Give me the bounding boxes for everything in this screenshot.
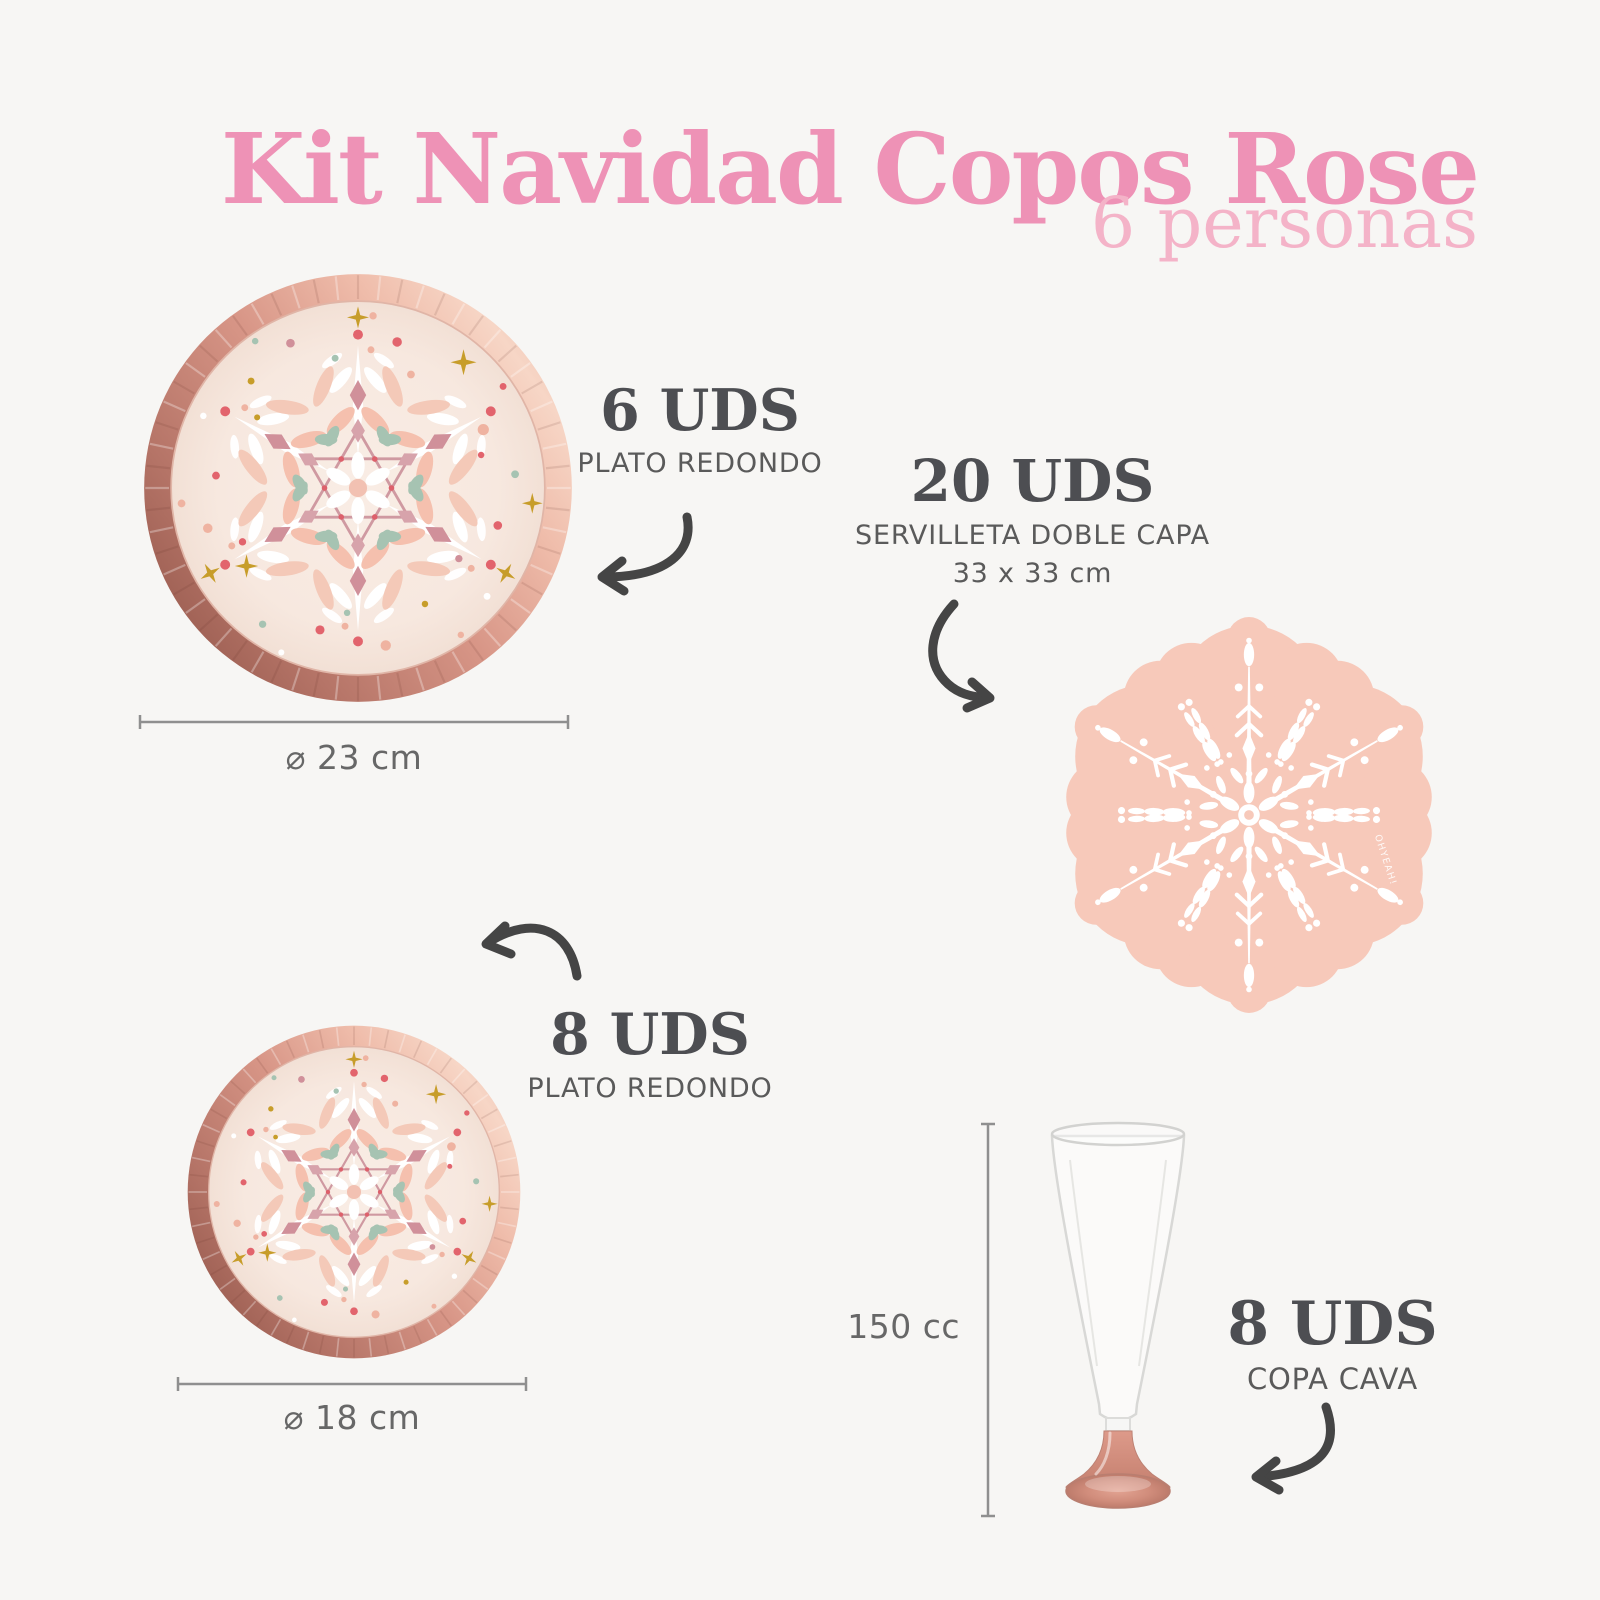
glass-capacity: 150 cc	[847, 1307, 960, 1346]
plate-large-qty: 6 UDS	[600, 377, 800, 444]
napkin-image: OHYEAH!	[1066, 617, 1432, 1013]
page-subtitle: 6 personas	[1090, 182, 1478, 264]
plate-small-measure-line	[176, 1377, 528, 1391]
page-title: Kit Navidad Copos Rose	[220, 111, 1480, 226]
plate-small-diameter: ⌀ 18 cm	[283, 1398, 421, 1437]
plate-small-label: PLATO REDONDO	[527, 1073, 773, 1104]
plate-large-diameter: ⌀ 23 cm	[285, 738, 423, 777]
curved-arrow-icon	[1251, 1402, 1335, 1495]
napkin-qty: 20 UDS	[910, 447, 1155, 515]
napkin-size: 33 x 33 cm	[952, 558, 1113, 589]
plate-large-measure-line	[138, 715, 570, 729]
glass-measure-line	[981, 1122, 995, 1518]
glass-qty: 8 UDS	[1227, 1289, 1438, 1359]
curved-arrow-icon	[928, 599, 995, 713]
plate-small-image	[186, 1024, 522, 1360]
plate-large-image	[142, 272, 574, 704]
napkin-label: SERVILLETA DOBLE CAPA	[855, 520, 1210, 551]
curved-arrow-icon	[597, 512, 693, 596]
plate-large-label: PLATO REDONDO	[577, 448, 823, 479]
curved-arrow-icon	[481, 921, 582, 981]
champagne-glass-image	[1050, 1121, 1186, 1509]
plate-small-qty: 8 UDS	[550, 1001, 750, 1068]
glass-label: COPA CAVA	[1246, 1362, 1419, 1396]
